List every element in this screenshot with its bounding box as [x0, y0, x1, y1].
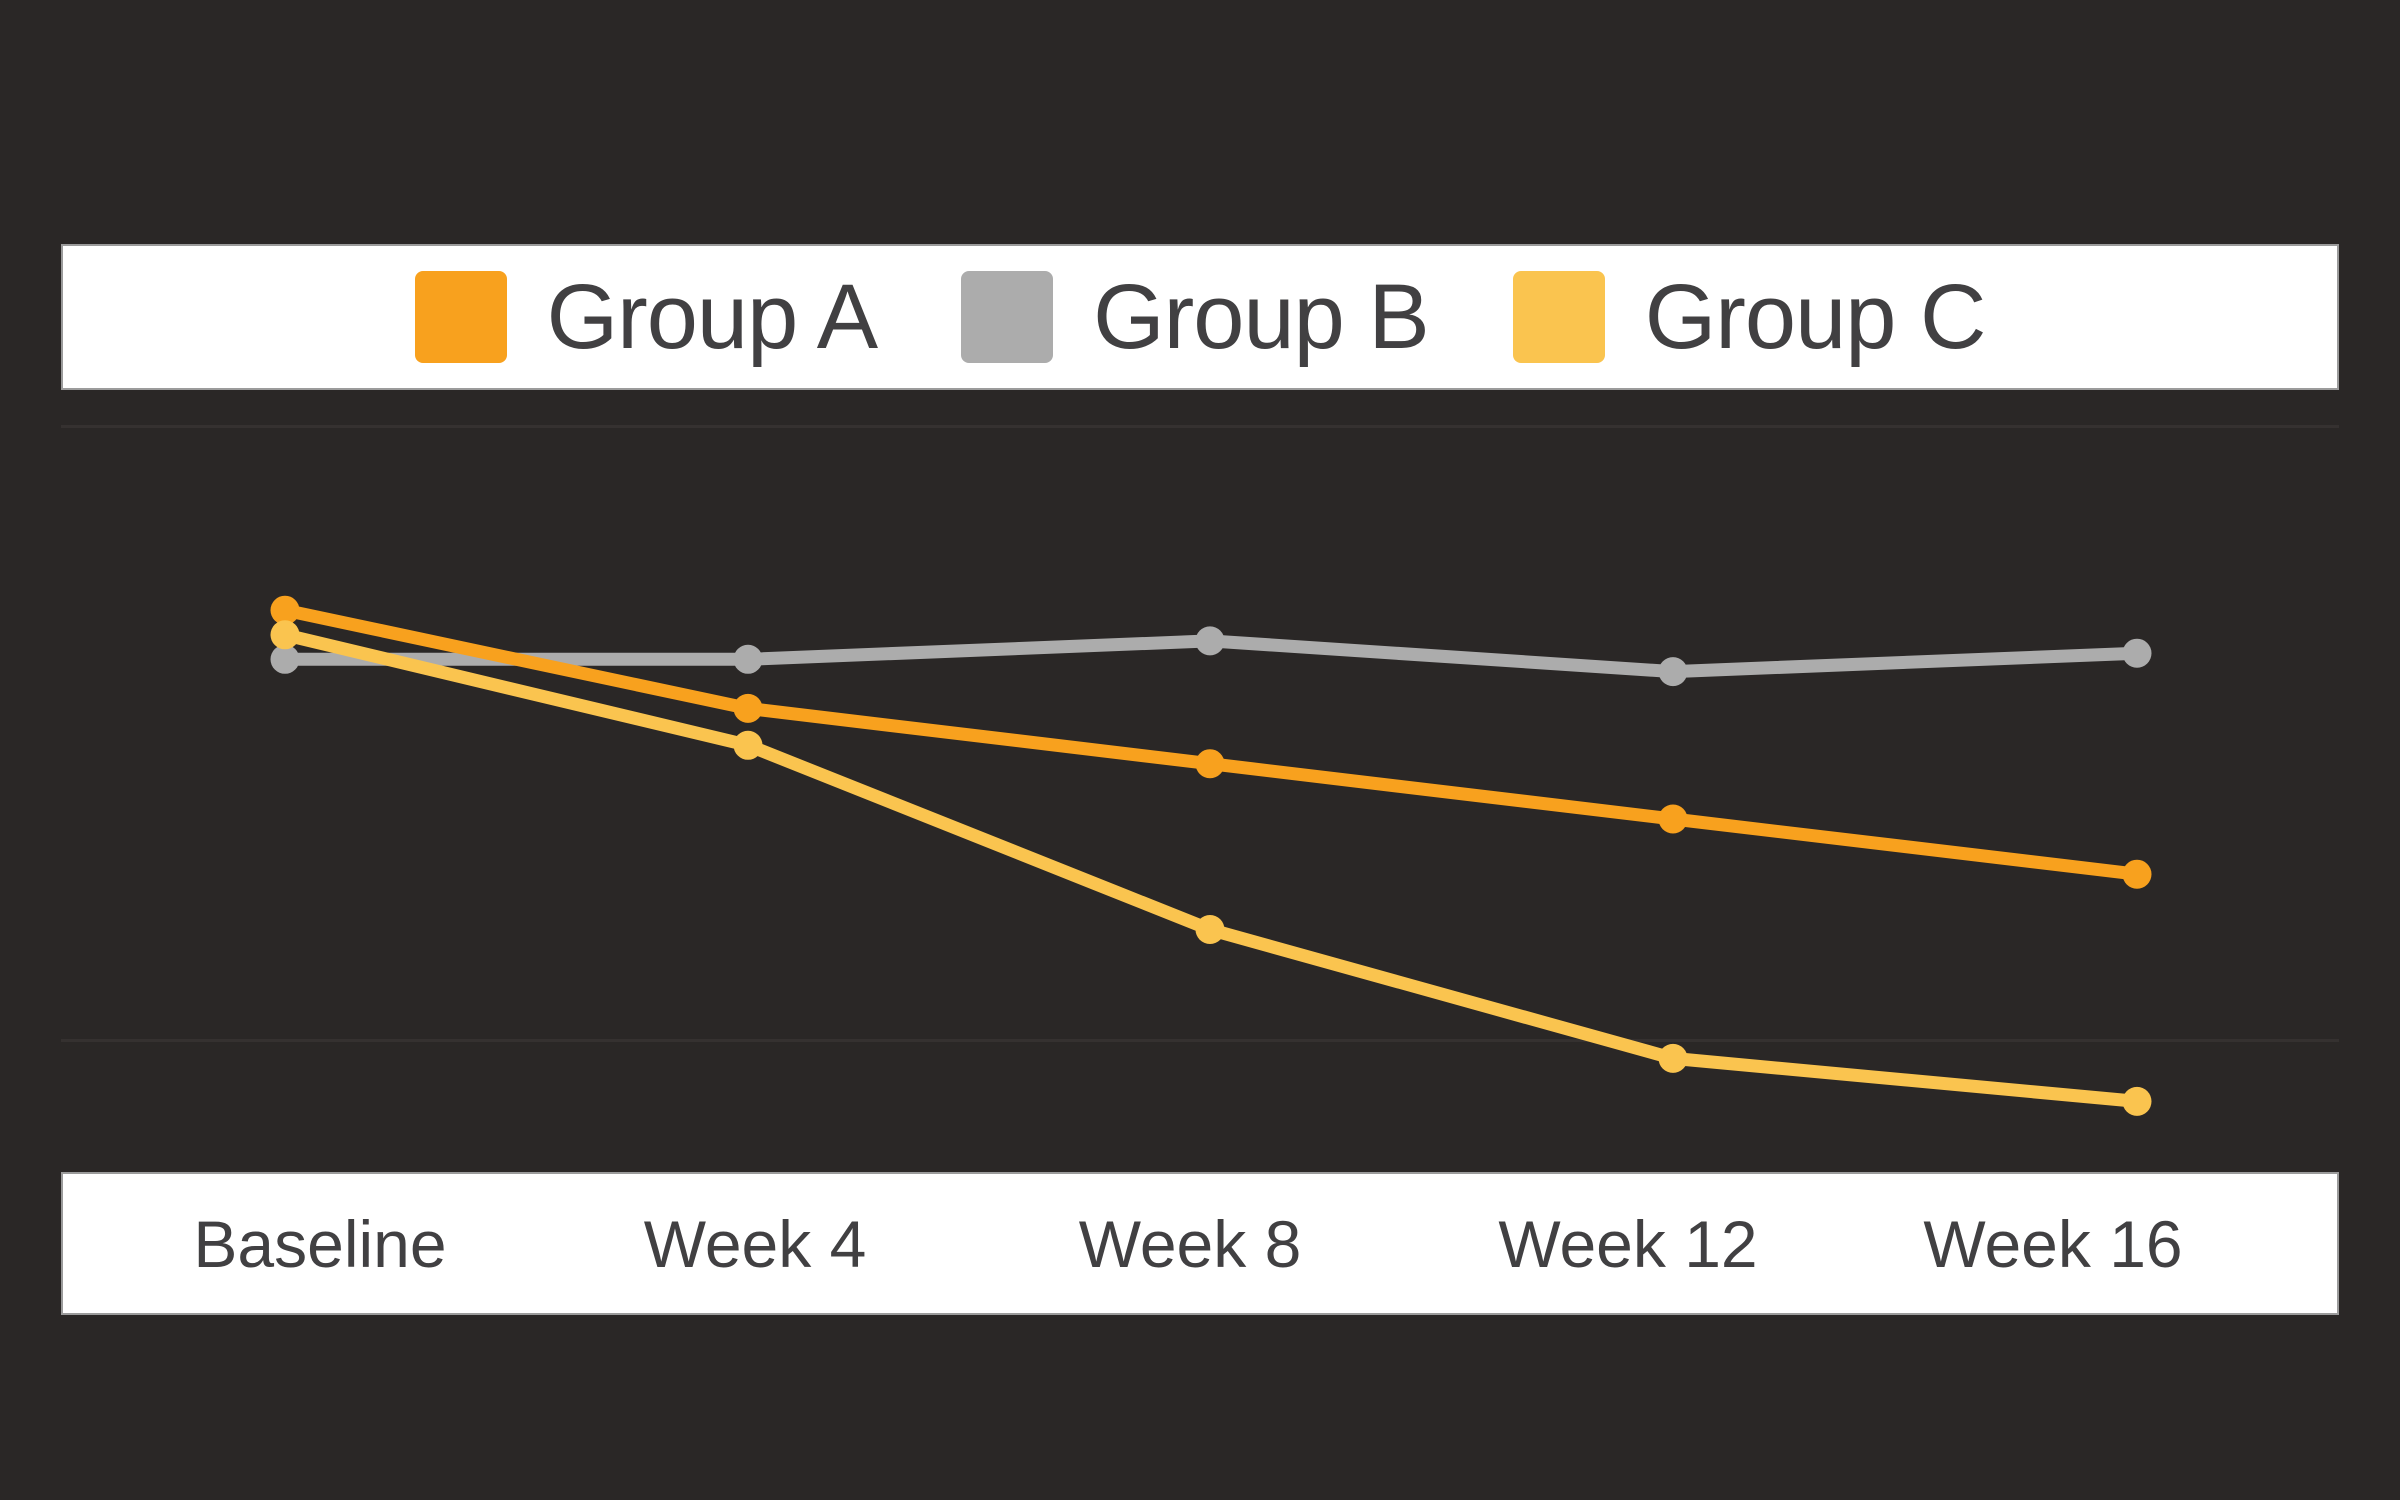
data-point-group-a: [270, 595, 300, 625]
data-point-group-b: [2122, 638, 2152, 668]
data-point-group-c: [270, 620, 300, 650]
gridline-upper: [61, 425, 2339, 428]
x-axis-label-week-4: Week 4: [643, 1206, 867, 1281]
x-axis-label-week-8: Week 8: [1078, 1206, 1302, 1281]
legend-label-group-c: Group C: [1644, 265, 1987, 368]
legend-item-group-b: Group B: [961, 265, 1430, 370]
data-point-group-a: [1195, 749, 1225, 779]
legend-swatch-group-a: [414, 271, 507, 363]
data-point-group-a: [733, 693, 763, 723]
x-axis-label-week-16: Week 16: [1923, 1206, 2183, 1281]
legend-item-group-a: Group A: [414, 265, 879, 370]
data-point-group-a: [1658, 804, 1688, 834]
legend-item-group-c: Group C: [1512, 265, 1987, 370]
legend: Group A Group B Group C: [61, 244, 2339, 390]
data-point-group-b: [1195, 626, 1225, 656]
data-point-group-c: [2122, 1086, 2152, 1116]
data-point-group-c: [733, 730, 763, 760]
legend-swatch-group-c: [1512, 271, 1605, 363]
series-line-group-c: [278, 628, 2144, 1108]
data-point-group-b: [1658, 657, 1688, 687]
x-axis-label-baseline: Baseline: [193, 1206, 447, 1281]
x-axis: Baseline Week 4 Week 8 Week 12 Week 16: [61, 1172, 2339, 1315]
data-point-group-a: [2122, 859, 2152, 889]
data-point-group-c: [1195, 915, 1225, 944]
legend-swatch-group-b: [961, 271, 1054, 363]
legend-label-group-b: Group B: [1093, 265, 1430, 368]
gridline-lower: [61, 1039, 2339, 1042]
data-point-group-b: [270, 644, 300, 674]
legend-label-group-a: Group A: [546, 265, 879, 368]
data-point-group-b: [733, 644, 763, 674]
x-axis-label-week-12: Week 12: [1498, 1206, 1758, 1281]
data-point-group-c: [1658, 1043, 1688, 1073]
